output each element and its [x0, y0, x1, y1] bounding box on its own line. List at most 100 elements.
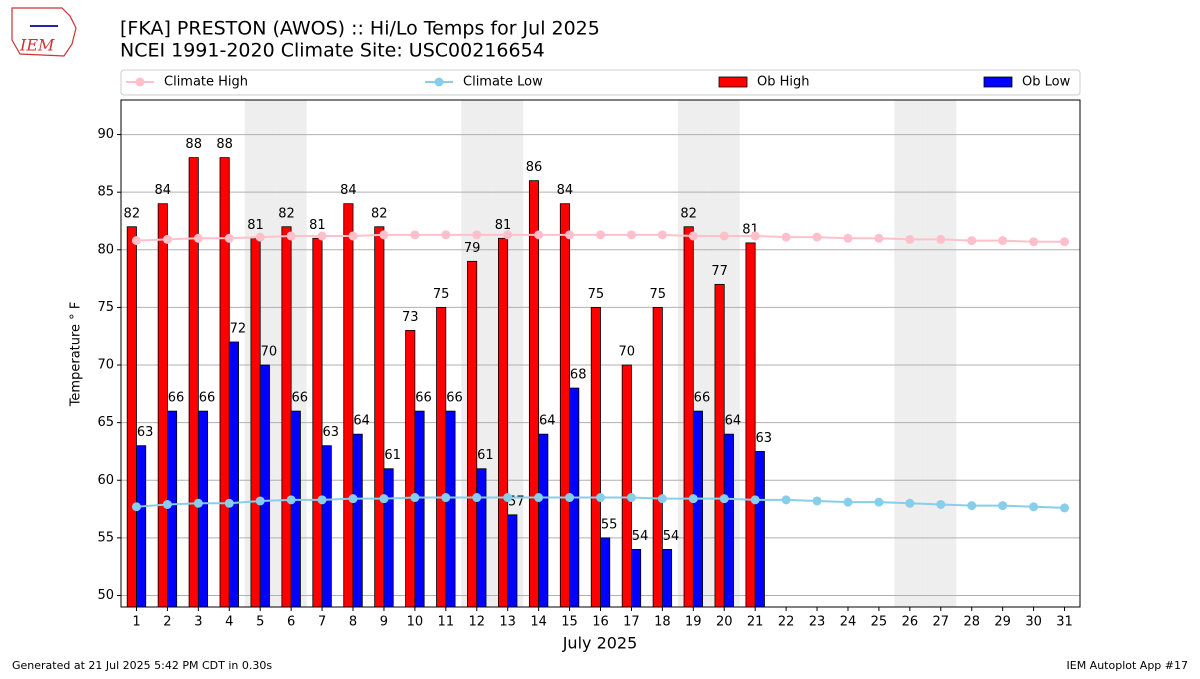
point — [503, 230, 513, 240]
bar — [507, 514, 518, 608]
point — [286, 495, 296, 505]
x-tick-label: 9 — [380, 615, 388, 630]
bar — [250, 237, 261, 608]
point — [657, 230, 667, 240]
x-tick-label: 13 — [499, 615, 516, 630]
y-tick-label: 90 — [97, 127, 114, 142]
x-tick-label: 18 — [654, 615, 671, 630]
point — [719, 231, 729, 241]
point — [750, 495, 760, 505]
point — [441, 493, 451, 503]
data-label: 81 — [309, 218, 326, 233]
x-tick-label: 2 — [163, 615, 171, 630]
bar — [157, 203, 168, 608]
bar — [445, 410, 456, 608]
bar — [290, 410, 301, 608]
weekend-shade — [925, 100, 957, 607]
bar — [590, 307, 601, 608]
x-tick-label: 8 — [349, 615, 357, 630]
point — [936, 234, 946, 244]
data-label: 63 — [756, 431, 773, 446]
bar — [414, 410, 425, 608]
bar — [259, 364, 270, 608]
bar — [745, 242, 756, 608]
legend-swatch — [718, 76, 748, 88]
x-tick-label: 17 — [623, 615, 640, 630]
x-tick-label: 15 — [561, 615, 578, 630]
x-tick-label: 24 — [840, 615, 857, 630]
point — [596, 493, 605, 503]
point — [1060, 237, 1070, 247]
point — [472, 493, 482, 503]
data-label: 73 — [402, 310, 419, 325]
data-label: 54 — [632, 529, 649, 544]
data-label: 81 — [247, 218, 264, 233]
x-tick-label: 23 — [809, 615, 826, 630]
bar — [281, 226, 292, 608]
x-axis-label: July 2025 — [562, 634, 638, 653]
data-label: 63 — [322, 425, 339, 440]
footer-right: IEM Autoplot App #17 — [1067, 659, 1189, 672]
bar — [352, 433, 363, 608]
point — [1029, 502, 1039, 512]
legend-swatch — [983, 76, 1013, 88]
point — [565, 493, 575, 503]
point — [998, 501, 1008, 511]
point — [286, 231, 296, 241]
bar — [228, 341, 239, 608]
data-label: 75 — [588, 287, 605, 302]
y-tick-label: 50 — [97, 588, 114, 603]
x-tick-label: 5 — [256, 615, 264, 630]
bar — [126, 226, 137, 608]
bar — [692, 410, 703, 608]
data-label: 55 — [601, 517, 618, 532]
data-label: 63 — [137, 425, 154, 440]
data-label: 66 — [694, 391, 711, 406]
y-tick-label: 85 — [97, 185, 114, 200]
weekend-shade — [894, 100, 926, 607]
data-label: 66 — [415, 391, 432, 406]
bar — [723, 433, 734, 608]
bar — [661, 548, 673, 608]
point — [967, 236, 977, 246]
x-tick-label: 14 — [530, 615, 547, 630]
point — [162, 234, 172, 244]
x-tick-label: 31 — [1056, 615, 1073, 630]
x-tick-label: 25 — [871, 615, 888, 630]
data-label: 68 — [570, 368, 587, 383]
data-label: 64 — [353, 414, 370, 429]
bar — [321, 445, 332, 608]
bar — [528, 180, 540, 608]
data-label: 81 — [495, 218, 512, 233]
point — [843, 497, 853, 507]
point — [410, 493, 420, 503]
data-label: 75 — [433, 287, 450, 302]
bar — [188, 157, 199, 608]
bar — [219, 157, 230, 608]
legend-box — [120, 69, 1081, 96]
point — [874, 233, 884, 243]
chart-title: [FKA] PRESTON (AWOS) :: Hi/Lo Temps for … — [120, 18, 600, 40]
point — [843, 233, 853, 243]
data-label: 70 — [619, 345, 636, 360]
x-tick-label: 28 — [963, 615, 980, 630]
point — [348, 494, 358, 504]
bar — [621, 364, 632, 608]
x-tick-label: 20 — [716, 615, 733, 630]
point — [317, 231, 327, 241]
point — [255, 496, 265, 506]
y-tick-label: 70 — [97, 358, 114, 373]
data-label: 61 — [384, 448, 401, 463]
data-label: 82 — [124, 206, 141, 221]
bar — [476, 468, 487, 608]
data-label: 86 — [526, 160, 543, 175]
data-label: 82 — [371, 206, 388, 221]
point — [534, 230, 544, 240]
x-tick-label: 11 — [438, 615, 455, 630]
x-tick-label: 21 — [747, 615, 764, 630]
y-tick-label: 80 — [97, 242, 114, 257]
data-label: 82 — [278, 206, 295, 221]
point — [534, 493, 544, 503]
point — [905, 234, 915, 244]
logo: IEM — [11, 7, 77, 57]
